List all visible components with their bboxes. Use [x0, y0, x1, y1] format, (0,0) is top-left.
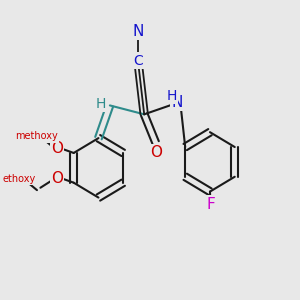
Text: methoxy: methoxy — [15, 131, 58, 141]
Text: O: O — [51, 171, 63, 186]
Text: F: F — [206, 196, 215, 211]
Text: C: C — [134, 54, 143, 68]
Text: N: N — [171, 95, 183, 110]
Text: O: O — [150, 146, 162, 160]
Text: N: N — [133, 24, 144, 39]
Text: H: H — [166, 88, 177, 103]
Text: H: H — [96, 97, 106, 111]
Text: O: O — [51, 141, 63, 156]
Text: ethoxy: ethoxy — [3, 174, 36, 184]
